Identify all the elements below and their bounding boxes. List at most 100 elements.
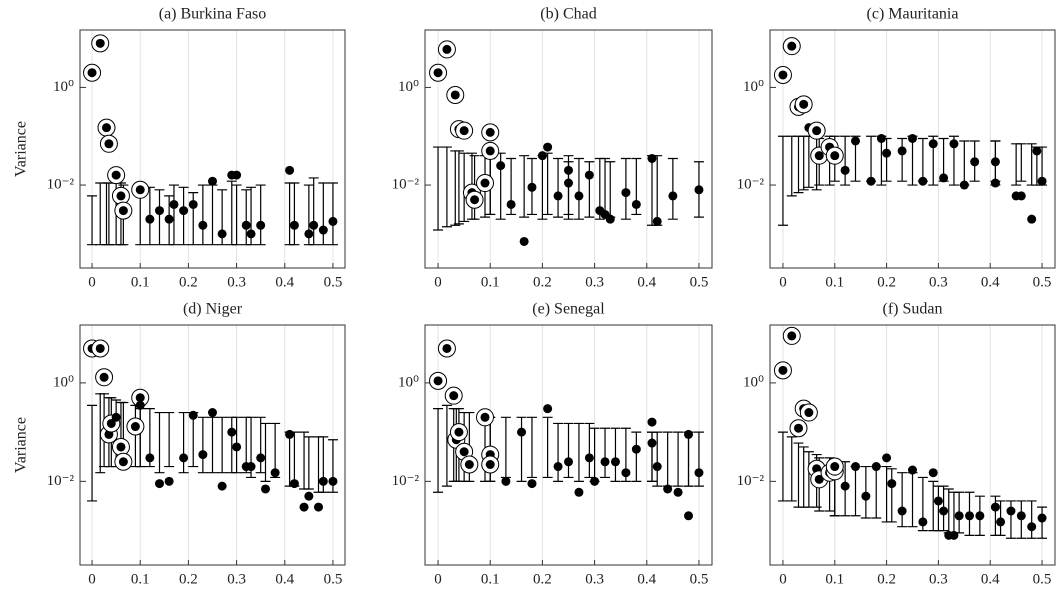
point <box>564 178 573 188</box>
point <box>939 506 949 516</box>
point <box>1037 176 1047 186</box>
point <box>897 146 907 156</box>
point <box>590 476 600 486</box>
point <box>663 484 673 494</box>
point <box>647 417 657 427</box>
error-bar <box>168 184 179 246</box>
x-tick-label: 0 <box>434 274 442 290</box>
point <box>990 157 1000 167</box>
x-tick-label: 0.3 <box>929 274 948 290</box>
y-tick-label: 10⁻² <box>47 176 75 192</box>
point <box>261 484 270 494</box>
error-bar <box>154 411 165 474</box>
panel-title: (d) Niger <box>183 301 243 318</box>
point <box>812 126 822 136</box>
x-tick-label: 0.3 <box>585 274 604 290</box>
point <box>135 185 145 195</box>
point <box>232 442 242 452</box>
point <box>285 165 295 175</box>
point <box>933 496 943 506</box>
y-tick-label: 10⁰ <box>53 79 74 95</box>
x-tick-label: 0.5 <box>690 571 709 587</box>
plot-border <box>769 29 1056 269</box>
point <box>939 173 949 183</box>
error-bar <box>178 411 189 474</box>
point <box>135 393 145 403</box>
error-bar <box>1016 143 1027 182</box>
point <box>289 220 299 230</box>
error-bar <box>255 416 266 474</box>
point <box>450 90 460 100</box>
point <box>164 476 174 486</box>
point <box>217 229 227 239</box>
x-tick-label: 0.3 <box>227 571 246 587</box>
point <box>208 176 217 186</box>
error-bar <box>840 135 851 186</box>
point <box>621 188 631 198</box>
panel-title: (e) Senegal <box>532 301 605 318</box>
point <box>631 199 641 209</box>
point <box>990 178 1000 188</box>
point <box>897 506 907 516</box>
x-tick-label: 0.4 <box>275 571 294 587</box>
error-bar <box>553 157 564 218</box>
point <box>954 511 964 521</box>
error-bar <box>563 422 574 479</box>
point <box>778 365 788 375</box>
point <box>304 229 314 239</box>
x-tick-label: 0.1 <box>481 571 500 587</box>
plot-border <box>79 29 346 269</box>
point <box>118 206 128 216</box>
x-tick-label: 0.2 <box>179 274 198 290</box>
point <box>442 343 452 353</box>
y-tick-label: 10⁻² <box>47 473 75 489</box>
x-tick-label: 0 <box>779 274 787 290</box>
point <box>928 468 938 478</box>
point <box>188 199 198 209</box>
point <box>799 99 809 109</box>
error-bar <box>777 431 788 502</box>
point <box>668 191 678 201</box>
point <box>1032 146 1042 156</box>
point <box>314 502 323 512</box>
error-bar <box>441 146 452 228</box>
x-tick-label: 0.3 <box>929 571 948 587</box>
point <box>519 236 529 246</box>
x-tick-label: 0.4 <box>981 274 1000 290</box>
point <box>1016 191 1026 201</box>
point <box>866 176 876 186</box>
error-bar <box>652 431 663 487</box>
point <box>501 476 511 486</box>
point <box>227 427 237 437</box>
point <box>179 453 189 463</box>
x-tick-label: 0 <box>88 571 96 587</box>
error-bar <box>897 137 908 182</box>
point <box>908 465 917 475</box>
error-bar <box>308 177 319 246</box>
point <box>647 438 657 448</box>
point <box>99 372 109 382</box>
error-bar <box>260 422 271 482</box>
point <box>485 460 495 470</box>
point <box>470 195 480 205</box>
x-tick-label: 0.1 <box>825 274 844 290</box>
point <box>537 151 547 161</box>
point <box>480 178 490 188</box>
point <box>787 331 797 341</box>
error-bar <box>553 422 564 482</box>
point <box>208 408 217 418</box>
point <box>996 517 1006 527</box>
error-bar <box>197 416 208 474</box>
error-bar <box>207 416 218 474</box>
point <box>887 479 897 489</box>
point <box>135 400 145 410</box>
x-tick-label: 0.5 <box>1033 571 1052 587</box>
point <box>95 38 105 48</box>
point <box>949 530 959 540</box>
point <box>553 191 563 201</box>
error-bar <box>303 436 314 490</box>
point <box>285 429 295 439</box>
point <box>652 462 662 472</box>
point <box>506 199 516 209</box>
point <box>496 161 506 171</box>
